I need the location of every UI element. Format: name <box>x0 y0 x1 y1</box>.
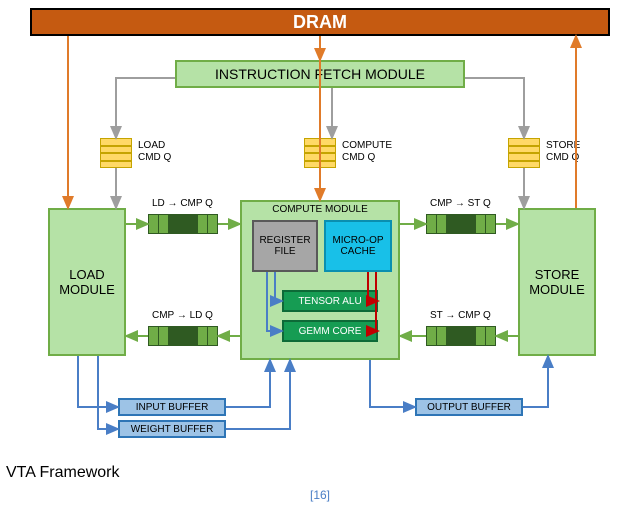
compute-cmd-queue <box>304 138 336 168</box>
tensor-alu-label: TENSOR ALU <box>298 296 361 307</box>
input-buffer-block: INPUT BUFFER <box>118 398 226 416</box>
output-buffer-label: OUTPUT BUFFER <box>427 402 511 413</box>
weight-buffer-block: WEIGHT BUFFER <box>118 420 226 438</box>
gemm-core-label: GEMM CORE <box>299 326 362 337</box>
cmp-ld-queue <box>148 326 218 346</box>
store-cmd-queue <box>508 138 540 168</box>
load-module-label: LOAD MODULE <box>59 267 115 297</box>
ld-cmp-queue-label: LD → CMP Q <box>152 198 213 210</box>
store-module-label: STORE MODULE <box>529 267 585 297</box>
output-buffer-block: OUTPUT BUFFER <box>415 398 523 416</box>
compute-cmd-queue-label: COMPUTE CMD Q <box>342 140 392 163</box>
tensor-alu-block: TENSOR ALU <box>282 290 378 312</box>
load-cmd-queue-label: LOAD CMD Q <box>138 140 171 163</box>
register-file-block: REGISTER FILE <box>252 220 318 272</box>
ifm-label: INSTRUCTION FETCH MODULE <box>215 66 425 82</box>
st-cmp-queue-label: ST → CMP Q <box>430 310 491 322</box>
weight-buffer-label: WEIGHT BUFFER <box>131 424 214 435</box>
micro-op-cache-block: MICRO-OP CACHE <box>324 220 392 272</box>
ld-cmp-queue <box>148 214 218 234</box>
register-file-label: REGISTER FILE <box>259 235 310 257</box>
store-cmd-queue-label: STORE CMD Q <box>546 140 580 163</box>
vta-diagram: DRAM INSTRUCTION FETCH MODULE LOAD CMD Q… <box>0 0 640 506</box>
load-cmd-queue <box>100 138 132 168</box>
micro-op-cache-label: MICRO-OP CACHE <box>332 235 383 257</box>
dram-label: DRAM <box>293 12 347 33</box>
cmp-ld-queue-label: CMP → LD Q <box>152 310 213 322</box>
cmp-st-queue <box>426 214 496 234</box>
gemm-core-block: GEMM CORE <box>282 320 378 342</box>
store-module: STORE MODULE <box>518 208 596 356</box>
input-buffer-label: INPUT BUFFER <box>136 402 209 413</box>
cmp-st-queue-label: CMP → ST Q <box>430 198 491 210</box>
dram-block: DRAM <box>30 8 610 36</box>
citation-label: [16] <box>310 488 330 502</box>
compute-module-label: COMPUTE MODULE <box>242 204 398 215</box>
load-module: LOAD MODULE <box>48 208 126 356</box>
figure-caption: VTA Framework <box>6 464 120 482</box>
st-cmp-queue <box>426 326 496 346</box>
instruction-fetch-block: INSTRUCTION FETCH MODULE <box>175 60 465 88</box>
